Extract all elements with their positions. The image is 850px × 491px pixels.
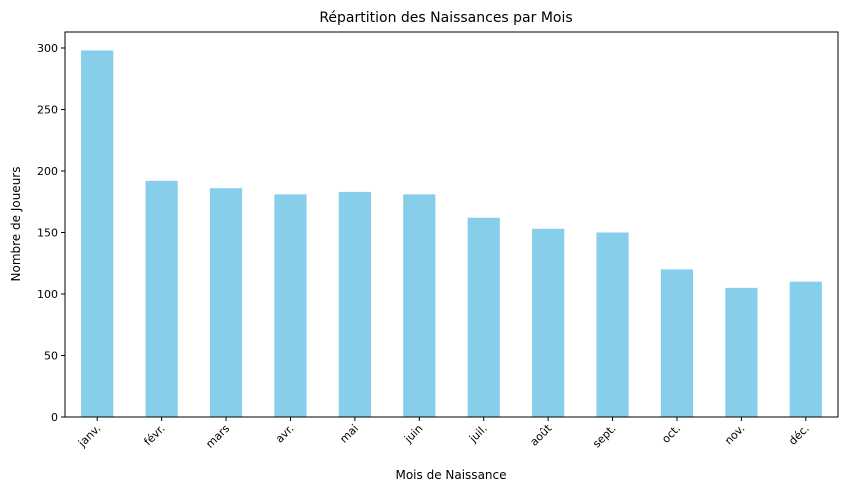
y-tick-label: 150 bbox=[37, 226, 58, 239]
bar bbox=[532, 228, 565, 417]
x-axis: janv. févr. mars avr. mai juin juil. août sept. o… bbox=[75, 417, 812, 451]
x-tick-label: juil. bbox=[466, 422, 490, 446]
bar bbox=[274, 194, 307, 417]
y-tick-label: 200 bbox=[37, 165, 58, 178]
y-axis: 0 50 100 150 200 250 300 bbox=[37, 42, 65, 424]
bar bbox=[596, 232, 629, 417]
chart-title: Répartition des Naissances par Mois bbox=[319, 10, 572, 26]
y-axis-label: Nombre de Joueurs bbox=[9, 167, 23, 282]
y-tick-label: 50 bbox=[44, 349, 58, 362]
x-tick-label: juin bbox=[401, 422, 425, 446]
y-tick-label: 100 bbox=[37, 288, 58, 301]
bars-group bbox=[81, 50, 822, 418]
x-tick-label: mars bbox=[203, 422, 232, 451]
plot-frame bbox=[64, 31, 839, 418]
x-tick-label: avr. bbox=[273, 422, 297, 446]
x-tick-label: janv. bbox=[75, 422, 103, 450]
y-tick-label: 300 bbox=[37, 42, 58, 55]
bar bbox=[403, 194, 436, 417]
bar bbox=[467, 217, 500, 417]
bar bbox=[209, 188, 243, 417]
bar bbox=[338, 191, 371, 417]
x-tick-label: nov. bbox=[722, 422, 747, 447]
x-tick-label: févr. bbox=[141, 422, 167, 448]
x-axis-label: Mois de Naissance bbox=[395, 468, 506, 482]
y-tick-label: 0 bbox=[51, 411, 58, 424]
x-tick-label: déc. bbox=[786, 422, 812, 448]
x-tick-label: oct. bbox=[659, 422, 683, 446]
bar bbox=[725, 287, 758, 417]
bar bbox=[81, 50, 114, 418]
x-tick-label: sept. bbox=[590, 422, 618, 450]
bar bbox=[660, 269, 694, 417]
bar bbox=[789, 281, 822, 417]
x-tick-label: mai bbox=[337, 422, 361, 446]
y-tick-label: 250 bbox=[37, 103, 58, 116]
x-tick-label: août bbox=[528, 421, 555, 448]
bar bbox=[145, 180, 178, 417]
